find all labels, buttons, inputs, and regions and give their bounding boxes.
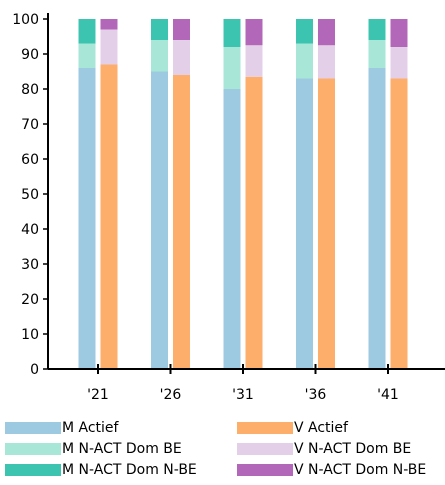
bar-segment-v-actief-5 — [390, 78, 408, 369]
legend-label: M N-ACT Dom N-BE — [62, 462, 197, 478]
bar-segment-v-actief-4 — [318, 78, 335, 369]
bar-segment-m-actief-5 — [368, 68, 386, 369]
stacked-bar-chart: 0 10 20 30 40 50 60 70 80 90 100 '21 '26 '31 '36 '41 — [12, 12, 445, 403]
bar-segment-m-n-act-dom-be-2 — [151, 40, 168, 72]
y-tick-label: 20 — [21, 292, 39, 308]
legend-item-m-n-act-dom-be: M N-ACT Dom BE — [5, 439, 182, 459]
bar-segment-v-n-act-dom-n-be-5 — [390, 19, 408, 47]
y-tick-label: 100 — [12, 12, 39, 28]
y-tick-label: 70 — [21, 117, 39, 133]
bar-segment-v-actief-1 — [100, 64, 118, 369]
x-tick-label: '26 — [160, 387, 182, 403]
bar-segment-v-n-act-dom-be-1 — [100, 29, 118, 65]
y-tick-label: 90 — [21, 47, 39, 63]
legend-label: M N-ACT Dom BE — [62, 441, 182, 457]
bar-segment-v-n-act-dom-n-be-1 — [100, 19, 118, 30]
bar-segment-m-n-act-dom-n-be-2 — [151, 19, 168, 40]
legend-label: V N-ACT Dom BE — [294, 441, 412, 457]
bars-layer — [78, 19, 408, 369]
bar-segment-m-n-act-dom-be-3 — [223, 47, 241, 89]
bar-segment-v-n-act-dom-n-be-3 — [245, 19, 263, 46]
legend-label: V N-ACT Dom N-BE — [294, 462, 427, 478]
legend-swatch — [237, 464, 293, 476]
y-tick-label: 30 — [21, 257, 39, 273]
legend-swatch — [5, 443, 61, 455]
bar-segment-v-n-act-dom-n-be-2 — [173, 19, 190, 40]
bar-segment-m-actief-3 — [223, 89, 241, 369]
y-tick-label: 10 — [21, 327, 39, 343]
x-tick-label: '21 — [87, 387, 109, 403]
y-tick-label: 50 — [21, 187, 39, 203]
legend-swatch — [237, 443, 293, 455]
legend-item-v-actief: V Actief — [237, 418, 348, 438]
y-tick-label: 60 — [21, 152, 39, 168]
bar-segment-v-actief-2 — [173, 75, 190, 369]
axes-layer: 0 10 20 30 40 50 60 70 80 90 100 '21 '26 '31 '36 '41 — [12, 12, 445, 403]
bar-segment-m-n-act-dom-n-be-1 — [78, 19, 96, 44]
legend-label: M Actief — [62, 420, 119, 436]
legend-swatch — [5, 422, 61, 434]
bar-segment-m-n-act-dom-n-be-4 — [296, 19, 313, 44]
legend-swatch — [5, 464, 61, 476]
x-tick-label: '31 — [232, 387, 254, 403]
legend-swatch — [237, 422, 293, 434]
bar-segment-m-actief-2 — [151, 71, 168, 369]
legend-item-m-actief: M Actief — [5, 418, 118, 438]
legend-item-m-n-act-dom-n-be: M N-ACT Dom N-BE — [5, 460, 197, 480]
bar-segment-m-n-act-dom-be-1 — [78, 43, 96, 68]
bar-segment-m-n-act-dom-be-4 — [296, 43, 313, 79]
bar-segment-v-n-act-dom-be-3 — [245, 45, 263, 77]
bar-segment-m-actief-4 — [296, 78, 313, 369]
bar-segment-m-n-act-dom-be-5 — [368, 40, 386, 68]
y-tick-label: 80 — [21, 82, 39, 98]
y-tick-label: 40 — [21, 222, 39, 238]
x-tick-label: '36 — [305, 387, 327, 403]
legend-item-v-n-act-dom-be: V N-ACT Dom BE — [237, 439, 411, 459]
y-tick-label: 0 — [30, 362, 39, 378]
legend-label: V Actief — [294, 420, 348, 436]
bar-segment-m-n-act-dom-n-be-5 — [368, 19, 386, 40]
bar-segment-m-n-act-dom-n-be-3 — [223, 19, 241, 47]
bar-segment-v-n-act-dom-be-2 — [173, 40, 190, 75]
bar-segment-v-n-act-dom-be-5 — [390, 47, 408, 79]
bar-segment-m-actief-1 — [78, 68, 96, 369]
bar-segment-v-n-act-dom-be-4 — [318, 45, 335, 79]
legend: M Actief M N-ACT Dom BE M N-ACT Dom N-BE V … — [0, 418, 445, 485]
legend-item-v-n-act-dom-n-be: V N-ACT Dom N-BE — [237, 460, 426, 480]
x-tick-label: '41 — [377, 387, 399, 403]
bar-segment-v-n-act-dom-n-be-4 — [318, 19, 335, 46]
bar-segment-v-actief-3 — [245, 76, 263, 369]
